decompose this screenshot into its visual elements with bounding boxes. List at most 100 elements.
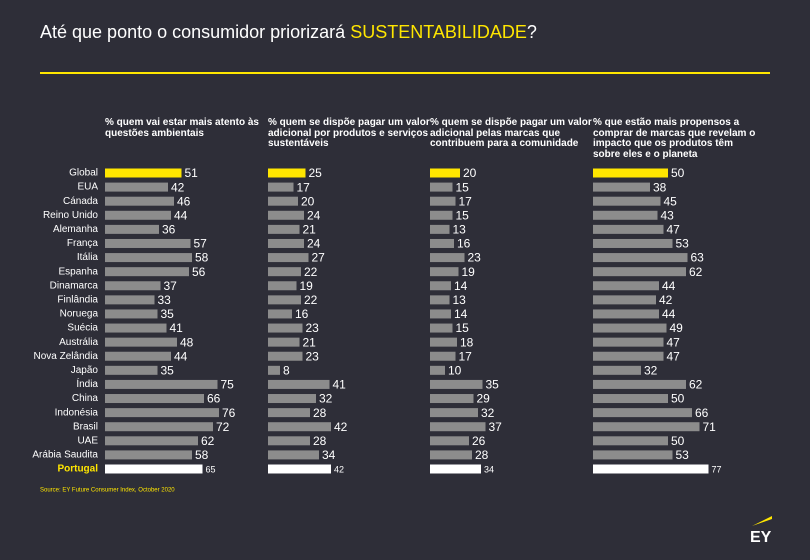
bar (105, 224, 159, 234)
panel-title: % quem vai estar mais atento às questões… (105, 117, 259, 139)
bar (268, 281, 297, 291)
value-label: 41 (170, 321, 184, 335)
bar (268, 408, 310, 418)
bar (268, 379, 330, 389)
bar (430, 267, 459, 277)
category-label: Índia (76, 377, 98, 390)
value-label: 47 (667, 223, 681, 237)
bar (268, 309, 292, 319)
category-label: Austrália (59, 337, 98, 348)
bar (268, 210, 304, 220)
bar (593, 450, 673, 460)
category-label: Dinamarca (50, 280, 99, 291)
bar (105, 253, 192, 263)
bar (105, 196, 174, 206)
value-label: 10 (448, 364, 462, 378)
bar (430, 238, 454, 248)
bar (430, 436, 469, 446)
bar (105, 309, 158, 319)
bar (430, 168, 460, 178)
bar (268, 351, 303, 361)
bar (268, 224, 300, 234)
panel-title: % quem se dispõe pagar um valor adiciona… (430, 117, 592, 149)
value-label: 15 (456, 321, 470, 335)
value-label: 14 (454, 279, 468, 293)
value-label: 63 (691, 251, 705, 265)
value-label: 36 (162, 223, 176, 237)
bar (430, 337, 457, 347)
value-label: 19 (462, 265, 476, 279)
value-label: 77 (712, 464, 722, 474)
value-label: 23 (306, 349, 320, 363)
bar (268, 422, 331, 432)
value-label: 49 (670, 321, 684, 335)
value-label: 62 (689, 378, 703, 392)
bar (593, 309, 659, 319)
value-label: 20 (463, 166, 477, 180)
bar (105, 450, 192, 460)
bar (593, 365, 641, 375)
title-part: ? (527, 22, 537, 42)
source: Source: EY Future Consumer Index, Octobe… (40, 488, 175, 494)
bar (105, 436, 198, 446)
category-label: Indonésia (55, 407, 99, 418)
bar (593, 295, 656, 305)
bar (593, 323, 667, 333)
bar (268, 253, 309, 263)
bar (430, 224, 450, 234)
value-label: 62 (201, 434, 215, 448)
value-label: 15 (456, 180, 470, 194)
value-label: 24 (307, 208, 321, 222)
logo: EY (750, 529, 772, 546)
panel-title: % que estão mais propensos a comprar de … (593, 117, 756, 160)
bar (430, 323, 453, 333)
value-label: 13 (453, 223, 467, 237)
title-highlight: SUSTENTABILIDADE (350, 22, 527, 42)
value-label: 38 (653, 180, 667, 194)
bar (593, 351, 664, 361)
value-label: 65 (206, 464, 216, 474)
value-label: 44 (174, 349, 188, 363)
value-label: 27 (312, 251, 326, 265)
bar (593, 436, 668, 446)
bar (268, 238, 304, 248)
bar (593, 281, 659, 291)
value-label: 42 (334, 420, 348, 434)
value-label: 33 (158, 293, 172, 307)
bar (430, 210, 453, 220)
value-label: 28 (313, 406, 327, 420)
value-label: 41 (333, 378, 347, 392)
value-label: 24 (307, 237, 321, 251)
bar (105, 394, 204, 404)
value-label: 17 (297, 180, 311, 194)
value-label: 34 (322, 448, 336, 462)
value-label: 8 (283, 364, 290, 378)
value-label: 66 (207, 392, 221, 406)
category-label: Nova Zelândia (34, 351, 99, 362)
value-label: 51 (185, 166, 199, 180)
value-label: 50 (671, 434, 685, 448)
bar (593, 379, 686, 389)
bar (430, 351, 456, 361)
panel-title: % quem se dispõe pagar um valor adiciona… (268, 117, 430, 149)
bar (593, 238, 673, 248)
bar (430, 450, 472, 460)
bar (105, 295, 155, 305)
value-label: 50 (671, 166, 685, 180)
category-label: Brasil (73, 421, 98, 432)
value-label: 28 (313, 434, 327, 448)
value-label: 25 (309, 166, 323, 180)
value-label: 75 (221, 378, 235, 392)
value-label: 13 (453, 293, 467, 307)
category-label: Suécia (67, 323, 98, 334)
category-label: Reino Unido (43, 210, 98, 221)
value-label: 76 (222, 406, 236, 420)
value-label: 37 (164, 279, 178, 293)
category-label: Noruega (60, 309, 99, 320)
value-label: 22 (304, 265, 318, 279)
category-label: Itália (77, 252, 99, 263)
category-label: Global (69, 168, 98, 179)
value-label: 43 (661, 208, 675, 222)
value-label: 34 (484, 464, 494, 474)
